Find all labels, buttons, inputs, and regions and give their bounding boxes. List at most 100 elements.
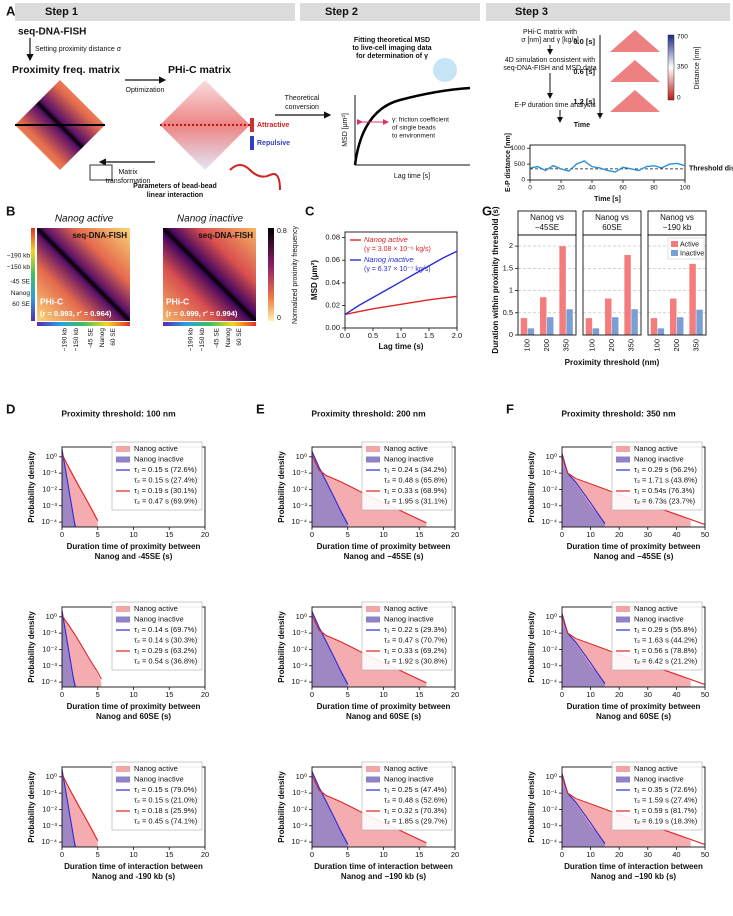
y-axis-label: Probability density [27, 451, 36, 523]
x-axis-label: Nanog and -190 kb (s) [92, 872, 175, 881]
x-tick-label: 10 [586, 850, 594, 859]
x-tick-label: 10 [379, 530, 387, 539]
label: PHi-C [40, 296, 63, 306]
legend-label: Nanog inactive [634, 774, 684, 783]
label: −150 kb [199, 328, 206, 352]
bar [592, 328, 600, 335]
x-tick-label: 10 [586, 690, 594, 699]
y-tick-label: 10⁻² [292, 484, 307, 493]
legend-label: τ₂ = 0.54 s (36.8%) [134, 656, 198, 665]
fit-line [312, 771, 349, 845]
x-tick-label: 15 [415, 850, 423, 859]
legend-label: Nanog inactive [134, 614, 184, 623]
x-tick-label: 40 [672, 530, 680, 539]
label: transformation [106, 178, 151, 185]
panel-label: D [6, 401, 15, 416]
y-tick-label: 10⁻³ [542, 661, 557, 670]
bar [547, 317, 554, 335]
y-tick-label: 10⁰ [296, 452, 307, 461]
label: γ: friction coefficient [392, 117, 449, 124]
y-tick-label: 10⁻¹ [542, 468, 557, 477]
x-axis-label: Duration time of proximity between [567, 542, 701, 551]
x-tick-label: 200 [672, 339, 681, 352]
bar [677, 317, 684, 335]
subplot-title: −45SE [535, 223, 559, 232]
y-tick-label: 0 [521, 177, 525, 184]
x-tick-label: 100 [588, 339, 597, 352]
label: 350 [677, 64, 688, 71]
legend-swatch [616, 616, 630, 623]
y-axis-label: Probability density [527, 611, 536, 683]
legend-box [361, 601, 453, 671]
y-axis-label: Probability density [27, 771, 36, 843]
y-tick-label: 10⁻³ [292, 661, 307, 670]
fit-line [62, 768, 76, 847]
legend-box [611, 601, 703, 671]
y-axis-label: Probability density [527, 771, 536, 843]
x-tick-label: 40 [672, 690, 680, 699]
y-tick-label: 10⁻¹ [42, 468, 57, 477]
x-tick-label: 10 [129, 850, 137, 859]
label: linear interaction [147, 192, 203, 199]
label: Lag time [s] [394, 173, 430, 180]
heatmap [163, 228, 256, 321]
x-tick-label: 5 [346, 530, 350, 539]
label: Nanog [225, 328, 232, 348]
x-axis-label: Lag time (s) [379, 342, 424, 351]
legend-label: Nanog inactive [134, 774, 184, 783]
legend-label: Nanog active [134, 444, 178, 453]
matrix-art [610, 90, 660, 112]
y-tick-label: 0.04 [325, 278, 340, 287]
legend-label: τ₁ = 0.29 s (63.2%) [134, 646, 197, 655]
label: Fitting theoretical MSD [354, 37, 430, 44]
label: conversion [285, 104, 319, 111]
y-axis-label: Probability density [27, 611, 36, 683]
fit-line [62, 773, 99, 842]
label: −190 kb [7, 253, 31, 260]
label: 60 SE [236, 327, 243, 345]
histogram-area [62, 610, 77, 687]
matrix-art [610, 60, 660, 82]
panel-label: E [256, 401, 265, 416]
legend-label: Nanog active [634, 764, 678, 773]
legend-label: (γ = 3.08 × 10⁻⁶ kg/s) [364, 246, 431, 253]
heatmap [37, 228, 130, 321]
legend-label: τ₂ = 1.59 s (27.4%) [634, 795, 698, 804]
label: Optimization [126, 87, 165, 94]
fit-line [62, 453, 99, 522]
label: Repulsive [257, 140, 290, 147]
y-tick-label: 10⁻¹ [42, 628, 57, 637]
scale-bar [250, 136, 254, 150]
y-tick-label: 10⁻⁴ [291, 677, 307, 686]
legend-swatch [116, 776, 130, 783]
colorbar [667, 34, 675, 101]
x-axis-label: Duration time of interaction between [64, 862, 203, 871]
y-tick-label: 10⁻² [42, 644, 57, 653]
y-tick-label: 10⁻⁴ [541, 677, 557, 686]
legend-label: τ₂ = 1.85 s (29.7%) [384, 816, 448, 825]
legend-swatch [366, 766, 380, 772]
y-tick-label: 10⁻² [292, 804, 307, 813]
computer-icon [89, 164, 113, 181]
y-tick-label: 10⁻¹ [292, 628, 307, 637]
legend-label: τ₁ = 0.15 s (72.6%) [134, 465, 197, 474]
x-tick-label: 200 [542, 339, 551, 352]
label: 0.6 [s] [573, 67, 595, 76]
legend-swatch [116, 606, 130, 612]
legend-label: Nanog active [364, 235, 408, 244]
label: seq-DNA-FISH and MSD data [503, 65, 596, 72]
x-tick-label: 0 [310, 850, 314, 859]
legend-box [611, 761, 703, 831]
x-tick-label: 40 [672, 850, 680, 859]
legend-label: τ₁ = 0.24 s (34.2%) [384, 465, 447, 474]
fit-line [312, 451, 349, 525]
y-tick-label: 10⁻³ [42, 821, 57, 830]
plot-frame [529, 144, 686, 181]
label: Nanog inactive [177, 214, 244, 225]
y-tick-label: 0 [509, 330, 513, 339]
y-tick-label: 10⁻² [42, 484, 57, 493]
y-axis-label: Probability density [277, 451, 286, 523]
legend-label: Nanog inactive [384, 614, 434, 623]
legend-label: τ₂ = 6.19 s (18.3%) [634, 816, 698, 825]
legend-label: τ₁ = 0.32 s (70.3%) [384, 806, 447, 815]
